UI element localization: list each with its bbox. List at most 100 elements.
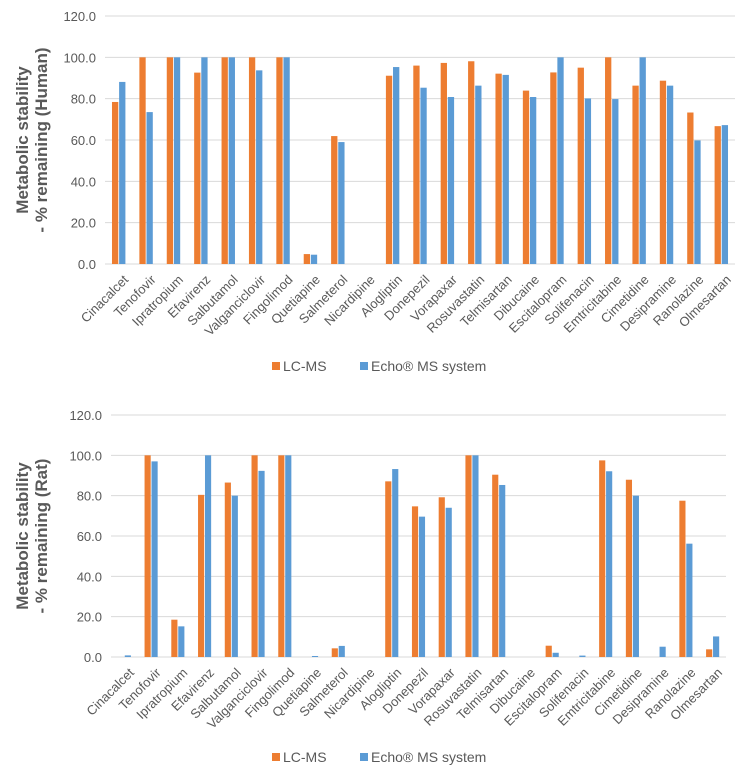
bar-echo-ms-escitalopram: [552, 652, 559, 657]
bar-lc-ms-telmisartan: [492, 474, 499, 657]
bar-echo-ms-valganciclovir: [258, 470, 265, 657]
bar-echo-ms-quetiapine: [311, 655, 319, 657]
bar-echo-ms-ranolazine: [686, 543, 693, 657]
human-stability-chart: Metabolic stability - % remaining (Human…: [13, 9, 735, 374]
bar-lc-ms-salmeterol: [331, 136, 338, 264]
bar-lc-ms-vorapaxar: [440, 62, 447, 265]
bar-echo-ms-valganciclovir: [256, 70, 263, 264]
y-tick-label: 80.0: [71, 92, 96, 107]
bar-echo-ms-ipratropium: [178, 626, 185, 657]
bar-echo-ms-salmeterol: [338, 645, 345, 657]
bar-echo-ms-donepezil: [418, 516, 426, 657]
bar-echo-ms-cimetidine: [632, 495, 639, 657]
x-axis-labels: CinacalcetTenofovirIpratropiumEfavirenzS…: [78, 271, 734, 338]
bar-echo-ms-cimetidine: [639, 57, 646, 265]
legend-swatch: [360, 362, 368, 370]
bar-echo-ms-fingolimod: [285, 455, 292, 657]
bar-lc-ms-alogliptin: [385, 481, 392, 657]
bar-lc-ms-efavirenz: [198, 494, 205, 657]
bar-echo-ms-rosuvastatin: [472, 455, 479, 657]
bar-echo-ms-tenofovir: [146, 112, 153, 264]
bar-lc-ms-fingolimod: [276, 57, 283, 265]
bar-echo-ms-desipramine: [666, 85, 674, 264]
bar-lc-ms-quetiapine: [303, 254, 311, 264]
bar-echo-ms-dibucaine: [529, 97, 537, 264]
bar-lc-ms-donepezil: [411, 506, 419, 657]
bar-lc-ms-fingolimod: [278, 455, 285, 657]
bar-echo-ms-ipratropium: [173, 57, 181, 265]
y-tick-label: 20.0: [77, 610, 102, 625]
bar-lc-ms-dibucaine: [522, 90, 530, 265]
y-tick-label: 120.0: [69, 408, 102, 423]
bar-echo-ms-emtricitabine: [612, 99, 619, 264]
y-tick-label: 120.0: [63, 9, 96, 24]
y-axis-title-line2: - % remaining (Human): [32, 47, 51, 232]
bar-lc-ms-rosuvastatin: [465, 455, 472, 657]
legend-label: LC-MS: [283, 749, 327, 765]
bar-echo-ms-escitalopram: [557, 57, 564, 265]
bar-lc-ms-emtricitabine: [605, 57, 612, 265]
bar-lc-ms-ranolazine: [687, 112, 694, 264]
bar-lc-ms-escitalopram: [550, 72, 557, 264]
y-tick-label: 60.0: [71, 133, 96, 148]
y-tick-label: 80.0: [77, 489, 102, 504]
bar-echo-ms-solifenacin: [584, 98, 592, 265]
legend: LC-MS Echo® MS system: [272, 358, 486, 374]
bar-echo-ms-efavirenz: [204, 455, 212, 657]
y-axis-title-line1: Metabolic stability: [13, 462, 32, 610]
bar-lc-ms-olmesartan: [706, 649, 713, 657]
bar-echo-ms-solifenacin: [579, 655, 586, 657]
bar-lc-ms-efavirenz: [194, 72, 201, 264]
bar-echo-ms-desipramine: [659, 646, 666, 657]
gridlines: [105, 15, 735, 265]
bar-echo-ms-ranolazine: [694, 140, 701, 264]
y-tick-label: 0.0: [84, 650, 102, 665]
bars: [124, 455, 720, 657]
bar-lc-ms-tenofovir: [144, 455, 151, 657]
bar-lc-ms-salbutamol: [224, 482, 231, 657]
gridlines: [111, 414, 726, 658]
legend-label: Echo® MS system: [371, 749, 486, 765]
bar-echo-ms-salbutamol: [231, 495, 238, 657]
bar-lc-ms-ipratropium: [171, 619, 178, 657]
bar-lc-ms-escitalopram: [545, 645, 552, 657]
bar-echo-ms-olmesartan: [713, 636, 720, 657]
bar-echo-ms-quetiapine: [310, 254, 318, 264]
bar-echo-ms-salmeterol: [338, 142, 345, 264]
bar-echo-ms-efavirenz: [201, 57, 208, 265]
y-axis-ticks: 0.0 20.0 40.0 60.0 80.0 100.0 120.0: [69, 408, 102, 665]
y-axis-title-line2: - % remaining (Rat): [32, 459, 51, 614]
bar-lc-ms-olmesartan: [714, 126, 721, 264]
y-axis-ticks: 0.0 20.0 40.0 60.0 80.0 100.0 120.0: [63, 9, 96, 272]
bar-lc-ms-cinacalcet: [111, 101, 119, 265]
y-tick-label: 100.0: [69, 448, 102, 463]
bar-echo-ms-cinacalcet: [124, 655, 131, 657]
bar-echo-ms-telmisartan: [499, 484, 506, 657]
bar-echo-ms-rosuvastatin: [475, 85, 482, 264]
bar-lc-ms-emtricitabine: [599, 460, 606, 657]
bar-echo-ms-vorapaxar: [445, 507, 452, 657]
legend-swatch: [360, 753, 368, 761]
y-axis-title-line1: Metabolic stability: [13, 66, 32, 214]
bar-echo-ms-donepezil: [420, 87, 427, 264]
bar-lc-ms-tenofovir: [139, 57, 146, 265]
bar-lc-ms-valganciclovir: [248, 57, 256, 265]
legend-swatch: [272, 753, 280, 761]
bar-lc-ms-salmeterol: [331, 648, 338, 657]
y-tick-label: 0.0: [78, 257, 96, 272]
bar-lc-ms-donepezil: [413, 65, 420, 264]
bar-lc-ms-salbutamol: [221, 57, 228, 265]
y-tick-label: 20.0: [71, 216, 96, 231]
bar-lc-ms-cimetidine: [632, 85, 639, 264]
bar-echo-ms-tenofovir: [151, 461, 158, 657]
bar-lc-ms-rosuvastatin: [468, 61, 475, 265]
bar-lc-ms-ranolazine: [679, 500, 686, 657]
x-axis-labels: CinacalcetTenofovirIpratropiumEfavirenzS…: [83, 664, 725, 731]
bar-echo-ms-olmesartan: [721, 125, 729, 265]
legend-label: LC-MS: [283, 358, 327, 374]
bar-lc-ms-alogliptin: [385, 75, 393, 264]
bars: [111, 57, 729, 265]
bar-lc-ms-telmisartan: [495, 73, 502, 264]
legend: LC-MS Echo® MS system: [272, 749, 486, 765]
